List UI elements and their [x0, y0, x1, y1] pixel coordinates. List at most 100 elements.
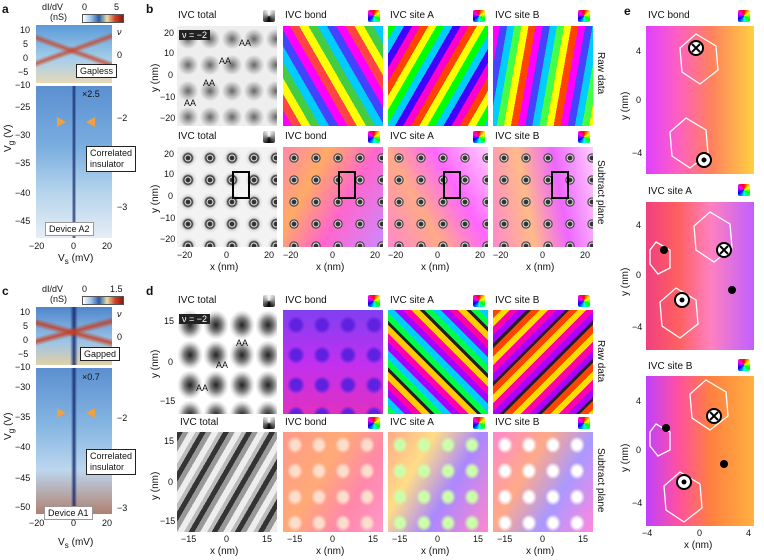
panel-title: IVC total: [178, 10, 217, 21]
y-tick: 4: [636, 396, 642, 406]
panel-title: IVC site A: [390, 10, 434, 21]
y-tick: 0: [23, 335, 29, 345]
x-tick: −20: [388, 250, 404, 260]
nu-tick: 0: [117, 332, 123, 342]
nu-tick: 0: [117, 50, 123, 60]
grayscale-wheel-icon: [263, 417, 275, 429]
ivc-bond-map: [283, 26, 383, 126]
colorbar-max: 1.5: [110, 284, 123, 294]
panel-title: IVC bond: [285, 417, 327, 428]
scale-factor: ×2.5: [82, 89, 100, 99]
y-tick: −25: [15, 102, 31, 112]
x-tick: −20: [29, 241, 45, 251]
panel-label-b: b: [146, 2, 154, 16]
x-tick: 0: [330, 250, 336, 260]
y-tick: 5: [23, 39, 29, 49]
device-label: Device A1: [44, 506, 93, 520]
x-tick: 0: [224, 250, 230, 260]
ivc-total-map-subtracted: [177, 432, 277, 532]
x-tick: 20: [370, 250, 381, 260]
y-tick: 5: [23, 321, 29, 331]
panel-title: IVC total: [178, 131, 217, 142]
colorbar-min: 0: [82, 2, 88, 12]
row-label-subtract: Subtract plane: [595, 160, 606, 225]
panel-title: IVC site A: [390, 417, 434, 428]
x-tick: 20: [264, 250, 275, 260]
ivc-bond-map-subtracted: [283, 432, 383, 532]
x-tick: 20: [102, 518, 113, 528]
x-axis-label: x (nm): [316, 262, 345, 273]
colorbar: [82, 296, 124, 305]
y-tick: −15: [160, 396, 176, 406]
x-tick: 20: [580, 250, 591, 260]
x-tick: −20: [493, 250, 509, 260]
ivc-site-b-map: [493, 26, 593, 126]
y-axis-label: y (nm): [620, 267, 631, 296]
y-tick: 20: [164, 149, 175, 159]
y-tick: 15: [164, 436, 175, 446]
device-label: Device A2: [45, 222, 94, 236]
panel-title: IVC total: [180, 417, 219, 428]
panel-title: IVC site B: [495, 131, 540, 142]
colorbar-unit: (nS): [50, 12, 68, 22]
y-axis-label: y (nm): [150, 349, 161, 378]
x-tick: 15: [368, 534, 379, 544]
panel-title: IVC bond: [648, 10, 690, 21]
panel-title: IVC site B: [495, 417, 540, 428]
y-tick: 0: [168, 191, 174, 201]
color-wheel-icon: [738, 10, 750, 22]
color-wheel-icon: [368, 295, 380, 307]
aa-label: AA: [216, 360, 229, 370]
y-tick: −4: [632, 498, 643, 508]
panel-title: IVC total: [178, 295, 217, 306]
x-tick: −4: [642, 528, 653, 538]
y-tick: −35: [15, 412, 31, 422]
y-tick: −10: [160, 213, 176, 223]
panel-label-a: a: [2, 2, 9, 16]
ivc-total-map-subtracted: [177, 147, 277, 247]
color-wheel-icon: [368, 131, 380, 143]
y-tick: −10: [15, 80, 31, 90]
x-axis-label: x (nm): [421, 546, 450, 557]
x-tick: 0: [435, 534, 441, 544]
nu-label: ν: [117, 27, 122, 37]
ivc-bond-map-subtracted: [283, 147, 383, 247]
ivc-site-a-map: [388, 26, 488, 126]
ivc-site-a-map-subtracted: [388, 147, 488, 247]
gap-arrow-left: [57, 408, 66, 418]
color-wheel-icon: [473, 417, 485, 429]
panel-title: IVC site B: [495, 295, 540, 306]
y-axis-label: y (nm): [620, 91, 631, 120]
x-tick: 20: [102, 241, 113, 251]
x-tick: −15: [181, 534, 197, 544]
panel-title: IVC bond: [285, 131, 327, 142]
ivc-site-b-zoom-map: [646, 376, 754, 526]
ivc-site-b-map-subtracted: [493, 432, 593, 532]
y-axis-label: y (nm): [150, 471, 161, 500]
y-tick: −5: [18, 349, 29, 359]
nu-label: ν: [117, 309, 122, 319]
ivc-site-b-map-subtracted: [493, 147, 593, 247]
x-tick: 15: [578, 534, 589, 544]
nu-tick: −2: [117, 413, 128, 423]
ivc-site-a-map: [388, 310, 488, 414]
y-tick: −45: [15, 216, 31, 226]
colorbar: [82, 14, 124, 23]
y-axis-label: y (nm): [620, 443, 631, 472]
gap-arrow-right: [86, 408, 95, 418]
nu-tick: −3: [117, 202, 128, 212]
y-tick: −20: [160, 113, 176, 123]
x-axis-label: x (nm): [210, 262, 239, 273]
y-tick: 10: [20, 25, 31, 35]
y-tick: −15: [160, 516, 176, 526]
panel-title: IVC site B: [495, 10, 540, 21]
ivc-site-a-zoom-map: [646, 202, 754, 350]
color-wheel-icon: [738, 359, 750, 371]
x-tick: 0: [71, 518, 77, 528]
x-tick: −15: [287, 534, 303, 544]
colorbar-max: 5: [114, 2, 120, 12]
zoom-box: [338, 171, 356, 199]
y-tick: −30: [15, 130, 31, 140]
panel-title: IVC site B: [648, 361, 693, 372]
filling-tag: ν = −2: [179, 314, 211, 324]
